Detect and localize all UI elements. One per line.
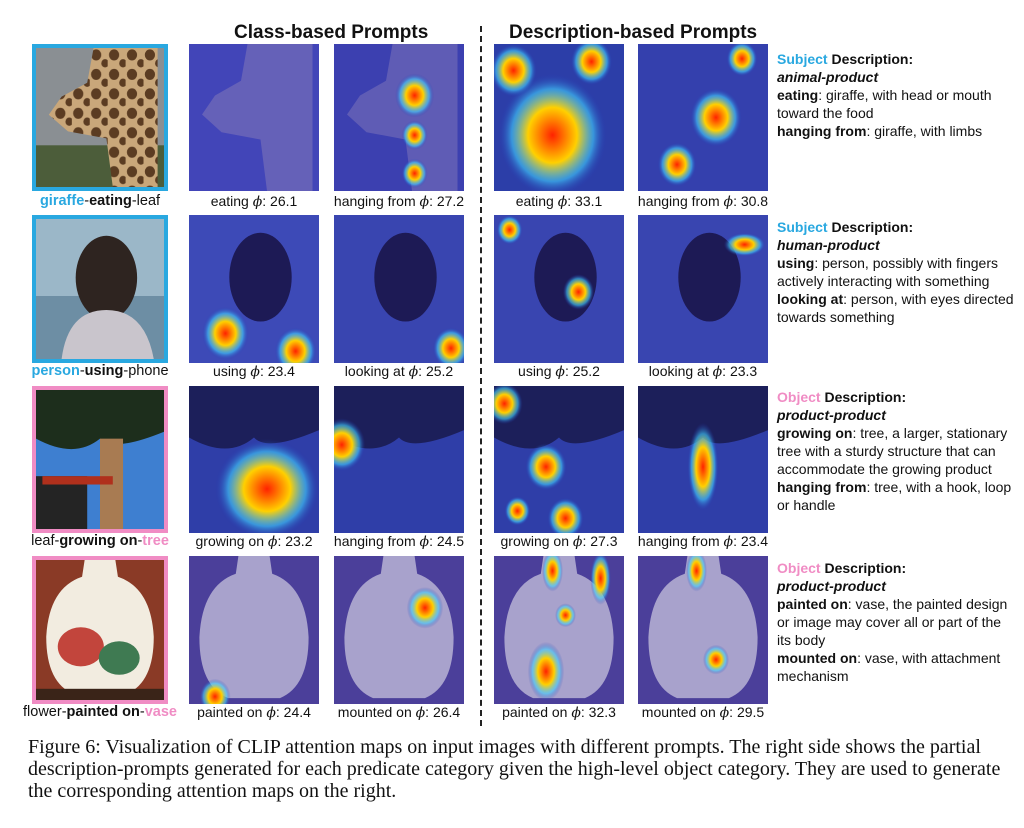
class-map-tree-1 bbox=[189, 386, 319, 533]
caption-r4-c2: mounted on ϕ: 26.4 bbox=[337, 704, 461, 721]
caption-r1-c3: eating ϕ: 33.1 bbox=[515, 193, 603, 210]
input-image-vase bbox=[32, 556, 168, 704]
desc-map-giraffe-1 bbox=[494, 44, 624, 191]
desc-role: Subject bbox=[777, 51, 828, 67]
header-class-based: Class-based Prompts bbox=[234, 22, 429, 43]
description-row-3: Object Description: product-product grow… bbox=[777, 389, 1012, 513]
class-map-person-2 bbox=[334, 215, 464, 363]
triplet-object: leaf bbox=[136, 193, 161, 209]
desc-map-vase-1 bbox=[494, 556, 624, 704]
desc-map-vase-2 bbox=[638, 556, 768, 704]
caption-r1-c2: hanging from ϕ: 27.2 bbox=[333, 193, 465, 210]
figure-caption: Figure 6: Visualization of CLIP attentio… bbox=[28, 736, 1001, 802]
caption-r2-c3: using ϕ: 25.2 bbox=[518, 363, 600, 380]
desc-category: animal-product bbox=[777, 69, 879, 85]
desc-map-tree-1 bbox=[494, 386, 624, 533]
header-description-based: Description-based Prompts bbox=[509, 22, 758, 43]
triplet-label-2: person-using-phone bbox=[31, 363, 169, 379]
desc-map-giraffe-2 bbox=[638, 44, 768, 191]
description-row-1: Subject Description: animal-product eati… bbox=[777, 51, 992, 139]
dashed-divider bbox=[480, 26, 482, 726]
caption-r2-c2: looking at ϕ: 25.2 bbox=[344, 363, 454, 380]
caption-r1-c1: eating ϕ: 26.1 bbox=[210, 193, 298, 210]
caption-r3-c3: growing on ϕ: 27.3 bbox=[500, 533, 618, 550]
caption-r4-c4: mounted on ϕ: 29.5 bbox=[641, 704, 765, 721]
triplet-label-4: flower-painted on-vase bbox=[23, 704, 177, 720]
input-image-person bbox=[32, 215, 168, 363]
class-map-giraffe-1 bbox=[189, 44, 319, 191]
caption-r4-c3: painted on ϕ: 32.3 bbox=[502, 704, 616, 721]
desc-map-person-1 bbox=[494, 215, 624, 363]
caption-r3-c1: growing on ϕ: 23.2 bbox=[195, 533, 313, 550]
caption-r3-c4: hanging from ϕ: 23.4 bbox=[637, 533, 769, 550]
desc-map-person-2 bbox=[638, 215, 768, 363]
caption-r1-c4: hanging from ϕ: 30.8 bbox=[637, 193, 769, 210]
input-image-tree bbox=[32, 386, 168, 533]
class-map-person-1 bbox=[189, 215, 319, 363]
caption-r3-c2: hanging from ϕ: 24.5 bbox=[333, 533, 465, 550]
input-image-giraffe bbox=[32, 44, 168, 191]
triplet-predicate: eating bbox=[89, 193, 132, 209]
class-map-giraffe-2 bbox=[334, 44, 464, 191]
description-row-4: Object Description: product-product pain… bbox=[777, 560, 1008, 684]
caption-r2-c1: using ϕ: 23.4 bbox=[213, 363, 295, 380]
class-map-vase-2 bbox=[334, 556, 464, 704]
desc-map-tree-2 bbox=[638, 386, 768, 533]
caption-r4-c1: painted on ϕ: 24.4 bbox=[197, 704, 311, 721]
triplet-subject: giraffe bbox=[39, 193, 85, 209]
class-map-vase-1 bbox=[189, 556, 319, 704]
triplet-label-3: leaf-growing on-tree bbox=[31, 533, 169, 549]
description-row-2: Subject Description: human-product using… bbox=[777, 219, 1014, 325]
triplet-label-1: giraffe-eating-leaf bbox=[39, 193, 161, 209]
caption-r2-c4: looking at ϕ: 23.3 bbox=[648, 363, 758, 380]
class-map-tree-2 bbox=[334, 386, 464, 533]
